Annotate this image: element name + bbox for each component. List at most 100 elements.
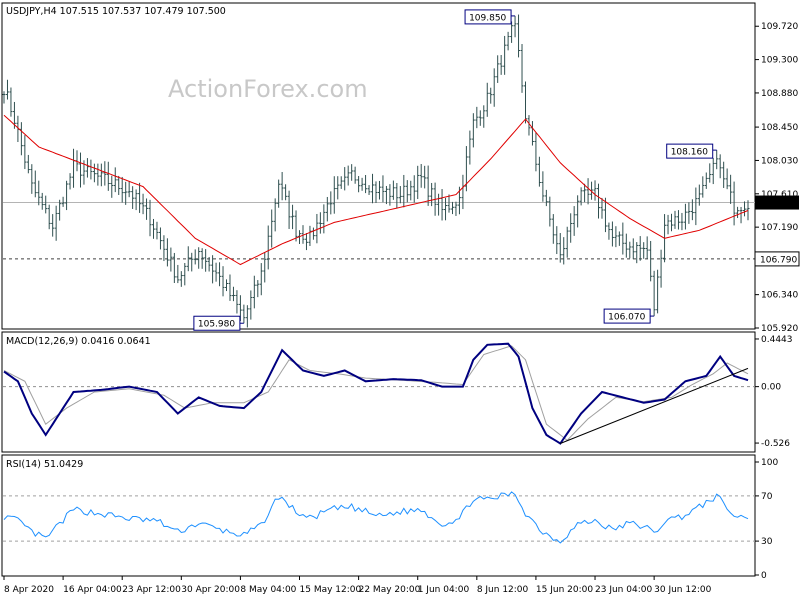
macd-title: MACD(12,26,9) 0.0416 0.0641 (6, 336, 151, 347)
price-bar (391, 180, 395, 200)
price-bar (624, 233, 628, 258)
price-bar (471, 113, 475, 148)
price-bar (134, 189, 138, 211)
price-bar (214, 262, 218, 282)
price-bar (489, 87, 493, 104)
price-bar (513, 15, 517, 38)
price-bar (2, 91, 6, 104)
rsi-title: RSI(14) 51.0429 (6, 459, 83, 470)
price-bar (569, 213, 573, 243)
price-ytick-label: 109.300 (761, 56, 798, 66)
price-bar (145, 198, 149, 220)
price-bar (558, 233, 562, 263)
x-tick-label: 15 Jun 20:00 (536, 585, 593, 595)
price-bar (576, 195, 580, 228)
price-bar (485, 82, 489, 117)
price-bar (65, 180, 69, 211)
price-bar (454, 201, 458, 216)
price-ytick-label: 109.720 (761, 22, 798, 32)
price-bar (586, 178, 590, 205)
price-bar (40, 192, 44, 210)
price-bar (409, 180, 413, 201)
price-bar (377, 180, 381, 200)
price-bar (225, 279, 229, 292)
price-bar (746, 200, 750, 221)
x-tick-label: 23 Jun 04:00 (595, 585, 652, 595)
price-ytick-label: 108.880 (761, 89, 798, 99)
rsi-ytick-label: 70 (761, 492, 773, 502)
price-bar (179, 271, 183, 287)
current-price-marker (755, 195, 799, 210)
rsi-ytick-label: 30 (761, 537, 773, 547)
price-bar (600, 197, 604, 219)
price-bar (193, 249, 197, 265)
price-bar (96, 163, 100, 186)
price-bar (562, 237, 566, 265)
price-bar (256, 280, 260, 298)
price-bar (423, 165, 427, 189)
price-bar (645, 236, 649, 259)
price-bar (127, 180, 131, 198)
price-bar (694, 187, 698, 226)
price-bar (263, 252, 267, 283)
price-bar (510, 21, 514, 43)
price-bar (551, 214, 555, 244)
price-ytick-label: 107.610 (761, 190, 798, 200)
price-bar (405, 180, 409, 203)
price-bar (715, 150, 719, 170)
price-bar (652, 270, 656, 317)
annotation-box (603, 308, 651, 324)
price-bar (680, 212, 684, 231)
price-bar (117, 175, 121, 195)
price-bar (597, 183, 601, 219)
price-bar (461, 174, 465, 210)
axis-layer: 109.720 109.300 108.880 108.450 108.030 107.6… (3, 22, 800, 595)
price-bar (506, 31, 510, 51)
price-bar (517, 14, 521, 58)
watermark: ActionForex.com (168, 75, 368, 103)
price-bar (398, 186, 402, 204)
macd-ytick-label: -0.526 (761, 439, 790, 449)
annotation-box (193, 315, 241, 331)
price-bar (51, 214, 55, 237)
price-bar (430, 182, 434, 207)
support-marker (754, 251, 800, 267)
price-bar (482, 105, 486, 128)
price-bar (273, 198, 277, 232)
price-bar (291, 204, 295, 230)
price-bar (124, 181, 128, 205)
price-bar (158, 227, 162, 250)
price-layer: 109.850 105.980 108.160 106.070 (2, 9, 755, 331)
price-bar (99, 163, 103, 187)
price-bar (718, 154, 722, 179)
price-bar (357, 175, 361, 193)
price-bar (384, 185, 388, 205)
price-bar (61, 196, 65, 207)
price-bar (231, 286, 235, 302)
price-bar (412, 175, 416, 203)
price-bar (92, 163, 96, 183)
price-bar (315, 213, 319, 244)
price-bar (190, 252, 194, 272)
price-bar (113, 167, 117, 193)
x-tick-label: 22 May 20:00 (359, 585, 421, 595)
price-bar (711, 157, 715, 185)
price-bar (520, 44, 524, 93)
price-bar (656, 269, 660, 314)
price-bar (120, 176, 124, 203)
price-bar (138, 182, 142, 213)
macd-ytick-label: 0.00 (761, 383, 781, 393)
price-bar (670, 213, 674, 232)
price-bar (690, 199, 694, 221)
price-bar (450, 201, 454, 215)
price-bar (19, 122, 23, 156)
macd-signal-line (3, 345, 749, 441)
price-bar (172, 252, 176, 283)
x-tick-label: 15 May 12:00 (300, 585, 362, 595)
price-bar (701, 176, 705, 198)
price-bar (631, 238, 635, 260)
price-bar (200, 248, 204, 269)
price-bar (419, 164, 423, 188)
price-bar (610, 221, 614, 247)
price-bar (9, 87, 13, 117)
